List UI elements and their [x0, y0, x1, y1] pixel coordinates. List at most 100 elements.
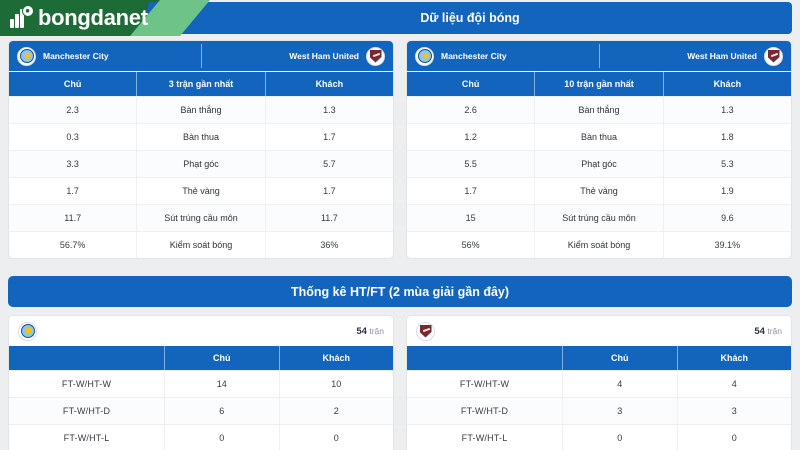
stat-away: 5.7	[264, 151, 393, 177]
stat-away: 1.3	[264, 97, 393, 123]
brand-name: bongdanet	[38, 5, 148, 30]
htft-row: FT-W/HT-W 14 10	[9, 370, 393, 397]
stat-away: 1.7	[264, 178, 393, 204]
htft-away: 0	[278, 425, 393, 450]
stat-away: 1.8	[662, 124, 791, 150]
htft-card-header: 54 trận	[407, 316, 791, 346]
stat-label: Phạt góc	[534, 151, 662, 177]
match-count-value: 54	[356, 325, 367, 337]
htft-column-header-away: Khách	[278, 346, 393, 370]
match-count-value: 54	[754, 325, 765, 337]
column-header-away: Khách	[662, 72, 791, 96]
stat-home: 11.7	[64, 213, 82, 223]
stats-row: 1.2 Bàn thua 1.8	[407, 123, 791, 150]
stat-home: 2.3	[66, 105, 79, 115]
stats-row: 2.6 Bàn thắng 1.3	[407, 96, 791, 123]
htft-row: FT-W/HT-L 0 0	[9, 424, 393, 450]
htft-home: 4	[562, 371, 676, 397]
stats-row: 3.3 Phạt góc 5.7	[9, 150, 393, 177]
stats-row: 1.7 Thẻ vàng 1.9	[407, 177, 791, 204]
brand-logo[interactable]: bongdanet	[10, 0, 148, 36]
stat-label: Thẻ vàng	[534, 178, 662, 204]
column-header-home: Chủ	[461, 79, 480, 89]
stat-home: 5.5	[464, 159, 477, 169]
htft-column-header-blank	[9, 346, 164, 370]
stat-label: Kiểm soát bóng	[136, 232, 264, 258]
htft-home: 0	[562, 425, 676, 450]
htft-section-title: Thống kê HT/FT (2 mùa giải gần đây)	[290, 284, 510, 299]
home-team-name: Manchester City	[441, 51, 507, 61]
stat-away: 9.6	[662, 205, 791, 231]
home-team[interactable]: Manchester City	[9, 41, 201, 71]
htft-away: 4	[676, 371, 791, 397]
htft-row: FT-W/HT-D 3 3	[407, 397, 791, 424]
stats-row: 2.3 Bàn thắng 1.3	[9, 96, 393, 123]
stat-label: Kiểm soát bóng	[534, 232, 662, 258]
stats-row: 56% Kiểm soát bóng 39.1%	[407, 231, 791, 258]
page-title: Dữ liệu đội bóng	[420, 11, 520, 25]
home-team[interactable]: Manchester City	[407, 41, 599, 71]
htft-home: 6	[164, 398, 278, 424]
stat-home: 3.3	[66, 159, 79, 169]
page-title-bar: Dữ liệu đội bóng	[148, 2, 792, 34]
top-banner: bongdanet Dữ liệu đội bóng	[0, 0, 800, 36]
stat-away: 1.9	[662, 178, 791, 204]
stats-row: 1.7 Thẻ vàng 1.7	[9, 177, 393, 204]
htft-section-title-bar: Thống kê HT/FT (2 mùa giải gần đây)	[8, 276, 792, 307]
column-header-metric: 3 trận gần nhất	[136, 72, 264, 96]
column-header-metric: 10 trận gần nhất	[534, 72, 662, 96]
match-count: 54 trận	[754, 326, 782, 337]
away-team-name: West Ham United	[687, 51, 757, 61]
htft-column-header-home: Chủ	[164, 346, 278, 370]
htft-home: 14	[164, 371, 278, 397]
west-ham-crest-icon	[764, 46, 783, 66]
htft-column-header-blank	[407, 346, 562, 370]
htft-card-away: 54 trận Chủ Khách FT-W/HT-W 4 4 FT-W/HT-…	[406, 315, 792, 450]
column-header-row: Chủ 3 trận gần nhất Khách	[9, 71, 393, 96]
htft-away: 3	[676, 398, 791, 424]
away-team[interactable]: West Ham United	[202, 41, 394, 71]
htft-label: FT-W/HT-D	[62, 406, 111, 416]
column-header-home: Chủ	[63, 79, 82, 89]
man-city-crest-icon	[17, 46, 36, 66]
htft-row: FT-W/HT-D 6 2	[9, 397, 393, 424]
stat-label: Thẻ vàng	[136, 178, 264, 204]
htft-column-header-home: Chủ	[562, 346, 676, 370]
htft-label: FT-W/HT-W	[61, 379, 112, 389]
stat-away: 11.7	[264, 205, 393, 231]
stat-label: Phạt góc	[136, 151, 264, 177]
team-data-section: Manchester City West Ham United Chủ 3 tr…	[0, 36, 800, 259]
htft-away: 10	[278, 371, 393, 397]
stats-row: 15 Sút trúng cầu môn 9.6	[407, 204, 791, 231]
stats-row: 11.7 Sút trúng cầu môn 11.7	[9, 204, 393, 231]
west-ham-crest-icon	[366, 46, 385, 66]
column-header-away: Khách	[264, 72, 393, 96]
stat-away: 5.3	[662, 151, 791, 177]
away-team[interactable]: West Ham United	[600, 41, 792, 71]
stat-home: 1.2	[464, 132, 477, 142]
stat-away: 39.1%	[662, 232, 791, 258]
stats-row: 0.3 Bàn thua 1.7	[9, 123, 393, 150]
stat-home: 15	[465, 213, 476, 223]
htft-label: FT-W/HT-L	[63, 433, 110, 443]
match-count-unit: trận	[369, 325, 384, 336]
stat-home: 1.7	[66, 186, 79, 196]
stat-home: 2.6	[464, 105, 477, 115]
west-ham-crest-icon	[416, 321, 435, 341]
htft-section: 54 trận Chủ Khách FT-W/HT-W 14 10 FT-W/H…	[0, 307, 800, 450]
stat-label: Bàn thua	[136, 124, 264, 150]
column-header-row: Chủ 10 trận gần nhất Khách	[407, 71, 791, 96]
htft-column-header-row: Chủ Khách	[407, 346, 791, 370]
stat-label: Bàn thắng	[136, 97, 264, 123]
team-divider	[598, 44, 600, 68]
home-team-name: Manchester City	[43, 51, 109, 61]
stat-away: 36%	[264, 232, 393, 258]
stats-row: 5.5 Phạt góc 5.3	[407, 150, 791, 177]
stats-card-recent-3: Manchester City West Ham United Chủ 3 tr…	[8, 40, 394, 259]
stat-away: 1.7	[264, 124, 393, 150]
htft-away: 0	[676, 425, 791, 450]
htft-home: 3	[562, 398, 676, 424]
barchart-ball-icon	[10, 5, 34, 28]
man-city-crest-icon	[18, 321, 37, 341]
stat-label: Sút trúng cầu môn	[136, 205, 264, 231]
